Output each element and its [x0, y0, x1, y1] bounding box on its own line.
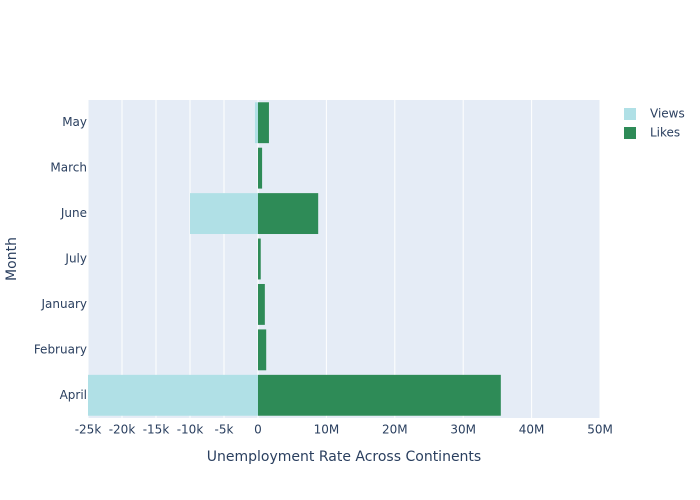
x-axis-title: Unemployment Rate Across Continents — [207, 449, 481, 465]
x-tick-label: -25k — [75, 423, 102, 437]
legend-swatch — [624, 127, 636, 139]
bar — [88, 374, 258, 416]
bar — [254, 102, 258, 144]
legend-label: Views — [650, 107, 685, 121]
x-tick-label: -15k — [143, 423, 170, 437]
y-tick-label: January — [41, 297, 88, 311]
bar — [258, 329, 267, 371]
x-tick-label: -10k — [177, 423, 204, 437]
x-tick-label: -20k — [109, 423, 136, 437]
legend-swatch — [624, 108, 636, 120]
y-tick-label: March — [50, 161, 87, 175]
x-tick-label: 40M — [519, 423, 545, 437]
x-tick-label: 0 — [254, 423, 262, 437]
bar — [190, 193, 258, 235]
y-axis-title: Month — [4, 237, 20, 281]
bar — [258, 193, 319, 235]
x-tick-label: 20M — [382, 423, 408, 437]
bar — [258, 147, 263, 189]
bar — [258, 102, 269, 144]
y-tick-label: April — [60, 388, 87, 402]
bar — [258, 283, 265, 325]
plot-area — [88, 100, 600, 418]
x-tick-label: -5k — [215, 423, 234, 437]
legend-label: Likes — [650, 126, 680, 140]
bars — [88, 102, 501, 416]
y-tick-label: February — [34, 342, 87, 356]
y-tick-label: July — [64, 252, 87, 266]
x-tick-label: 10M — [314, 423, 340, 437]
x-tick-label: 30M — [450, 423, 476, 437]
x-tick-label: 50M — [587, 423, 613, 437]
y-tick-label: June — [60, 206, 87, 220]
bar — [258, 374, 501, 416]
bar — [258, 238, 261, 280]
y-tick-label: May — [62, 115, 87, 129]
